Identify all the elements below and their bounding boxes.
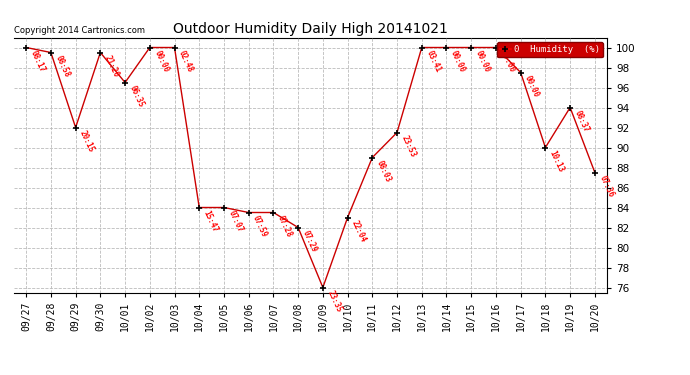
Text: 00:00: 00:00: [498, 50, 516, 74]
Text: 15:47: 15:47: [201, 210, 219, 234]
Text: 00:00: 00:00: [152, 50, 170, 74]
Text: 00:00: 00:00: [523, 75, 541, 99]
Text: 07:36: 07:36: [598, 174, 615, 199]
Text: 21:20: 21:20: [103, 54, 121, 79]
Text: 22:04: 22:04: [350, 219, 368, 244]
Text: 08:37: 08:37: [573, 110, 591, 134]
Legend: 0  Humidity  (%): 0 Humidity (%): [497, 42, 602, 57]
Text: 08:58: 08:58: [53, 54, 71, 79]
Text: 08:03: 08:03: [375, 159, 393, 184]
Text: 07:07: 07:07: [226, 210, 244, 234]
Text: 07:29: 07:29: [301, 230, 319, 254]
Text: 06:35: 06:35: [128, 84, 146, 109]
Text: 07:59: 07:59: [251, 214, 269, 239]
Text: 00:00: 00:00: [474, 50, 491, 74]
Text: 10:13: 10:13: [548, 150, 566, 174]
Text: 08:17: 08:17: [29, 50, 46, 74]
Text: 02:48: 02:48: [177, 50, 195, 74]
Text: 23:53: 23:53: [400, 135, 417, 159]
Text: Copyright 2014 Cartronics.com: Copyright 2014 Cartronics.com: [14, 26, 145, 35]
Text: 07:28: 07:28: [276, 214, 294, 239]
Text: 03:41: 03:41: [424, 50, 442, 74]
Title: Outdoor Humidity Daily High 20141021: Outdoor Humidity Daily High 20141021: [173, 22, 448, 36]
Text: 20:15: 20:15: [78, 129, 96, 154]
Text: 23:35: 23:35: [326, 290, 343, 314]
Text: 00:00: 00:00: [449, 50, 467, 74]
